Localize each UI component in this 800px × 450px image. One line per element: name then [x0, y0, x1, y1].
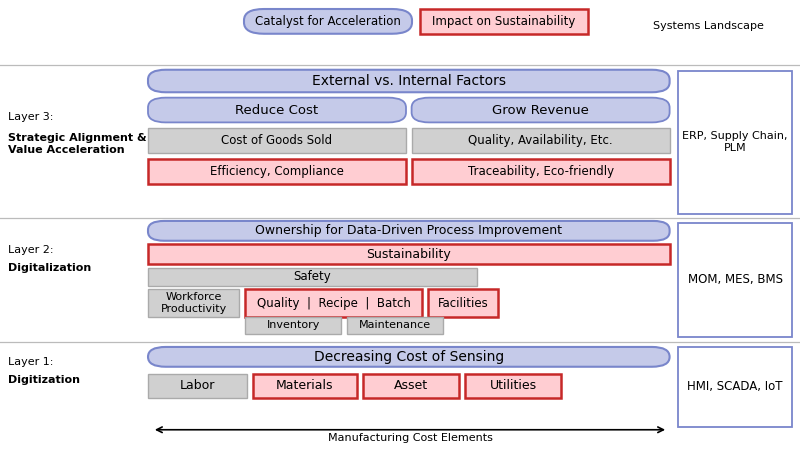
Text: Reduce Cost: Reduce Cost	[235, 104, 318, 117]
FancyBboxPatch shape	[148, 289, 239, 317]
FancyBboxPatch shape	[678, 223, 792, 337]
Text: Grow Revenue: Grow Revenue	[492, 104, 589, 117]
Text: Inventory: Inventory	[266, 320, 320, 330]
Text: Layer 3:: Layer 3:	[8, 112, 54, 122]
Text: Materials: Materials	[276, 379, 334, 392]
FancyBboxPatch shape	[362, 374, 459, 398]
Text: Layer 1:: Layer 1:	[8, 357, 54, 367]
Text: Labor: Labor	[180, 379, 215, 392]
FancyBboxPatch shape	[244, 9, 412, 34]
FancyBboxPatch shape	[347, 317, 443, 334]
Text: Systems Landscape: Systems Landscape	[653, 21, 763, 31]
Text: Strategic Alignment &
Value Acceleration: Strategic Alignment & Value Acceleration	[8, 133, 146, 155]
Text: Efficiency, Compliance: Efficiency, Compliance	[210, 165, 344, 178]
Text: Manufacturing Cost Elements: Manufacturing Cost Elements	[327, 433, 493, 443]
Text: Facilities: Facilities	[438, 297, 489, 310]
FancyBboxPatch shape	[148, 128, 406, 153]
Text: Layer 2:: Layer 2:	[8, 245, 54, 255]
FancyBboxPatch shape	[148, 374, 247, 398]
Text: Digitization: Digitization	[8, 375, 80, 385]
Text: Digitalization: Digitalization	[8, 263, 91, 273]
FancyBboxPatch shape	[411, 98, 670, 122]
Text: Traceability, Eco-friendly: Traceability, Eco-friendly	[467, 165, 614, 178]
Text: Sustainability: Sustainability	[366, 248, 451, 261]
FancyBboxPatch shape	[411, 159, 670, 184]
FancyBboxPatch shape	[420, 9, 588, 34]
FancyBboxPatch shape	[148, 244, 670, 264]
FancyBboxPatch shape	[148, 159, 406, 184]
FancyBboxPatch shape	[411, 128, 670, 153]
FancyBboxPatch shape	[245, 289, 422, 317]
FancyBboxPatch shape	[465, 374, 562, 398]
Text: Quality  |  Recipe  |  Batch: Quality | Recipe | Batch	[257, 297, 410, 310]
Text: Safety: Safety	[294, 270, 331, 283]
Text: Catalyst for Acceleration: Catalyst for Acceleration	[255, 15, 401, 28]
Text: HMI, SCADA, IoT: HMI, SCADA, IoT	[687, 380, 783, 393]
FancyBboxPatch shape	[678, 346, 792, 427]
Text: Ownership for Data-Driven Process Improvement: Ownership for Data-Driven Process Improv…	[255, 225, 562, 237]
FancyBboxPatch shape	[148, 268, 477, 286]
Text: Workforce
Productivity: Workforce Productivity	[161, 292, 226, 315]
FancyBboxPatch shape	[148, 70, 670, 92]
Text: Quality, Availability, Etc.: Quality, Availability, Etc.	[468, 134, 613, 147]
FancyBboxPatch shape	[245, 317, 342, 334]
FancyBboxPatch shape	[678, 71, 792, 214]
Text: Decreasing Cost of Sensing: Decreasing Cost of Sensing	[314, 350, 504, 364]
Text: Asset: Asset	[394, 379, 428, 392]
FancyBboxPatch shape	[148, 98, 406, 122]
Text: Cost of Goods Sold: Cost of Goods Sold	[222, 134, 333, 147]
Text: External vs. Internal Factors: External vs. Internal Factors	[312, 74, 506, 88]
Text: Maintenance: Maintenance	[359, 320, 431, 330]
Text: MOM, MES, BMS: MOM, MES, BMS	[688, 274, 782, 286]
Text: ERP, Supply Chain,
PLM: ERP, Supply Chain, PLM	[682, 131, 788, 153]
FancyBboxPatch shape	[253, 374, 357, 398]
FancyBboxPatch shape	[148, 221, 670, 241]
FancyBboxPatch shape	[148, 347, 670, 367]
FancyBboxPatch shape	[428, 289, 498, 317]
Text: Impact on Sustainability: Impact on Sustainability	[432, 15, 576, 28]
Text: Utilities: Utilities	[490, 379, 537, 392]
